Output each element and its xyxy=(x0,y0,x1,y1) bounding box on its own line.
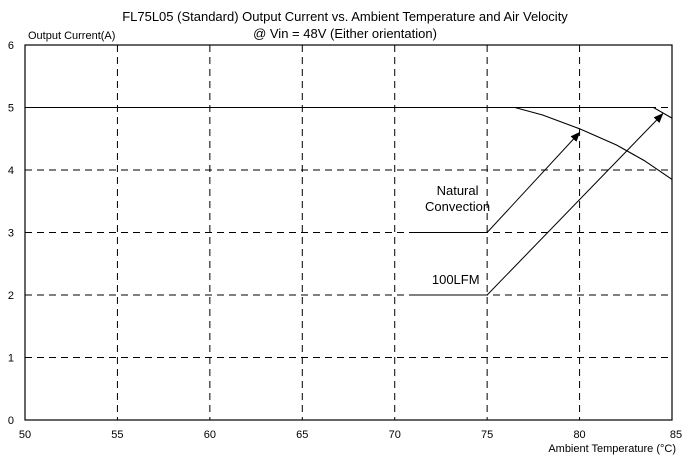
y-tick-label: 2 xyxy=(8,290,14,302)
annotation-arrow xyxy=(486,113,664,296)
y-tick-label: 6 xyxy=(8,40,14,52)
annotation-1: 100LFM xyxy=(409,113,664,296)
annotation-label: Natural Convection xyxy=(425,183,490,214)
x-tick-label: 75 xyxy=(481,429,493,441)
annotation-label: 100LFM xyxy=(432,272,480,287)
y-tick-label: 3 xyxy=(8,228,14,240)
x-tick-label: 80 xyxy=(573,429,585,441)
tick-labels: 50 55 60 65 70 75 80 85 0 1 2 3 4 5 6 xyxy=(8,40,682,441)
plot-frame xyxy=(24,44,673,421)
x-axis-label: Ambient Temperature (°C) xyxy=(548,443,676,455)
x-tick-label: 55 xyxy=(111,429,123,441)
annotation-label-line: Natural xyxy=(437,183,479,198)
series-line-1 xyxy=(25,106,673,119)
annotation-arrow xyxy=(486,131,581,233)
y-tick-label: 5 xyxy=(8,103,14,115)
annotation-label-line: 100LFM xyxy=(432,272,480,287)
x-tick-label: 60 xyxy=(204,429,216,441)
x-tick-label: 50 xyxy=(19,429,31,441)
series-lines xyxy=(25,106,673,180)
y-tick-label: 0 xyxy=(8,415,14,427)
chart-subtitle: @ Vin = 48V (Either orientation) xyxy=(253,26,437,41)
y-tick-label: 4 xyxy=(8,165,14,177)
y-axis-label: Output Current(A) xyxy=(28,30,115,42)
annotations: Natural Convection 100LFM xyxy=(409,113,664,296)
x-tick-label: 85 xyxy=(670,429,682,441)
x-tick-label: 65 xyxy=(296,429,308,441)
grid xyxy=(25,45,672,420)
annotation-label-line: Convection xyxy=(425,199,490,214)
x-tick-label: 70 xyxy=(389,429,401,441)
series-line-0 xyxy=(25,106,673,180)
chart-title: FL75L05 (Standard) Output Current vs. Am… xyxy=(122,9,568,24)
annotation-0: Natural Convection xyxy=(409,131,581,234)
y-tick-label: 1 xyxy=(8,353,14,365)
